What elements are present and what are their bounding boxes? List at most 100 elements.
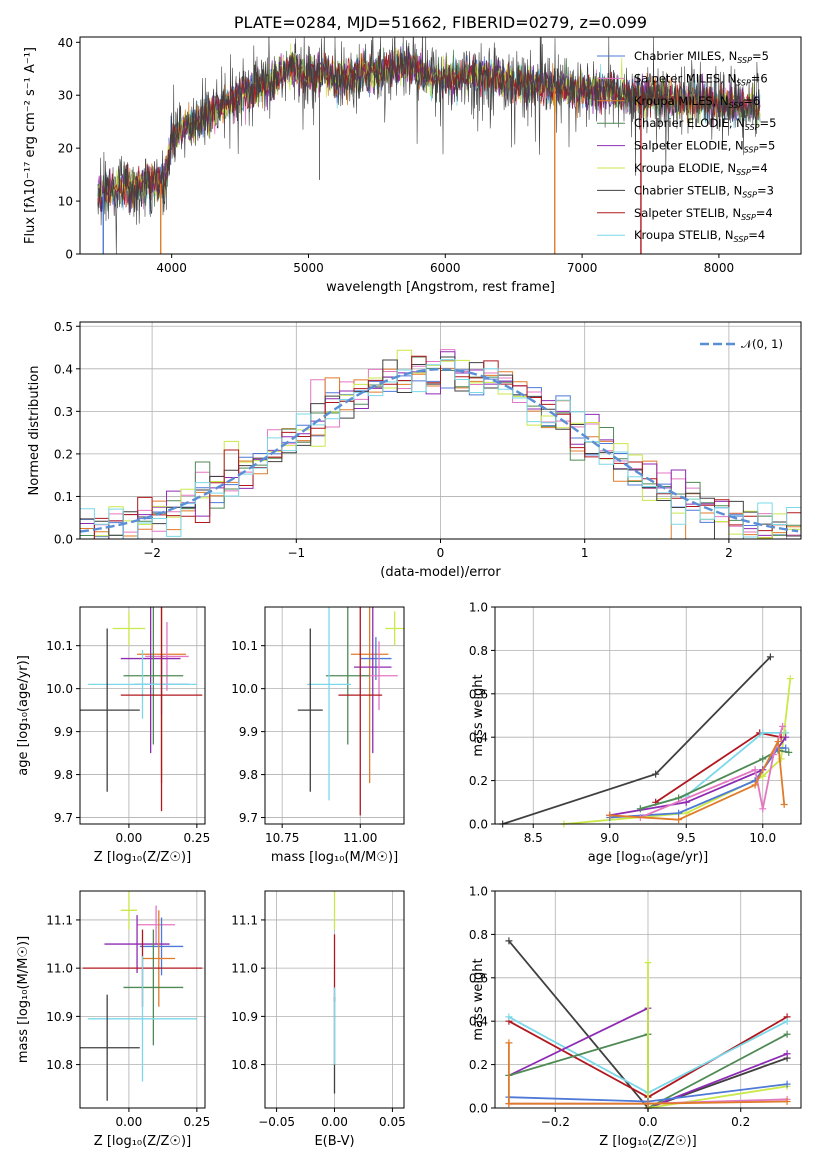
legend-suffix: =5 xyxy=(760,116,777,130)
weight-marker-chabrier-stelib xyxy=(652,770,660,778)
y-tick-label: 0.5 xyxy=(54,320,73,334)
y-tick-label: 11.1 xyxy=(231,913,258,927)
axes-frame xyxy=(79,36,802,255)
weight-line-kroupa-elodie xyxy=(647,962,788,1108)
legend-label: Kroupa MILES, N xyxy=(634,94,729,108)
histogram-salpeter-stelib xyxy=(80,355,801,539)
mass-weight-vs-age-panel: 8.5 9.0 9.5 10.0 0.0 0.2 0.4 0.6 0.8 1.0 age [log₁… xyxy=(469,601,802,865)
weight-marker-kroupa-elodie xyxy=(786,675,794,683)
legend-entry: Chabrier STELIB, NSSP=3 xyxy=(634,183,774,199)
legend-entry: Salpeter STELIB, NSSP=4 xyxy=(634,206,773,222)
y-tick-label: 11.0 xyxy=(231,962,258,976)
weight-marker-chabrier-elodie xyxy=(785,748,793,756)
weight-marker-salpeter-elodie xyxy=(782,733,790,741)
weight-marker-chabrier-stelib xyxy=(766,653,774,661)
y-tick-label: 1.0 xyxy=(469,885,488,899)
y-tick-label: 9.8 xyxy=(239,768,258,782)
x-tick-label: 9.0 xyxy=(600,831,619,845)
y-tick-label: 10 xyxy=(58,195,73,209)
y-tick-label: 0.0 xyxy=(469,1102,488,1116)
x-tick-label: 1 xyxy=(581,546,589,560)
y-tick-label: 0.0 xyxy=(469,818,488,832)
x-tick-label: 2 xyxy=(725,546,733,560)
x-tick-label: 8000 xyxy=(704,261,735,275)
legend-suffix: =4 xyxy=(748,228,765,242)
y-tick-label: 0.4 xyxy=(469,731,488,745)
weight-marker-kroupa-elodie xyxy=(777,755,785,763)
weight-marker-salpeter-miles xyxy=(751,766,759,774)
x-tick-label: 11.00 xyxy=(343,831,377,845)
weight-marker-salpeter-miles xyxy=(779,722,787,730)
x-tick-label: 0.00 xyxy=(116,831,143,845)
legend-sub: SSP xyxy=(741,213,756,222)
y-tick-label: 9.9 xyxy=(239,725,258,739)
x-tick-label: 0.0 xyxy=(638,1115,657,1129)
legend-suffix: =6 xyxy=(751,71,768,85)
weight-marker-kroupa-stelib xyxy=(783,1017,791,1025)
x-tick-label: −1 xyxy=(287,546,305,560)
weight-marker-kroupa-miles xyxy=(675,816,683,824)
y-tick-label: 0.2 xyxy=(469,774,488,788)
y-axis-label: mass [log₁₀(M/M☉)] xyxy=(16,936,31,1063)
age-vs-metallicity-panel: 0.00 0.25 9.7 9.8 9.9 10.0 10.1 Z [log₁₀(Z/Z☉)]… xyxy=(16,606,210,865)
y-tick-label: 1.0 xyxy=(469,601,488,615)
legend-suffix: =4 xyxy=(756,206,773,220)
histogram-salpeter-elodie xyxy=(80,351,801,539)
weight-marker-kroupa-miles xyxy=(505,1100,513,1108)
legend-sub: SSP xyxy=(729,101,744,110)
y-tick-label: 0.8 xyxy=(469,928,488,942)
x-tick-label: 10.75 xyxy=(265,831,299,845)
legend-label: Salpeter MILES, N xyxy=(634,71,736,85)
y-tick-label: 0 xyxy=(65,248,73,262)
weight-marker-kroupa-miles xyxy=(774,738,782,746)
weight-line-kroupa-miles xyxy=(508,1042,788,1105)
y-axis-label: mass weight xyxy=(471,674,486,756)
weight-marker-kroupa-miles xyxy=(751,781,759,789)
weight-marker-kroupa-stelib xyxy=(759,729,767,737)
legend-entry: Chabrier ELODIE, NSSP=5 xyxy=(634,116,776,132)
mass-weight-vs-metallicity-panel: −0.2 0.0 0.2 0.0 0.2 0.4 0.6 0.8 1.0 Z [log₁₀(Z/Z… xyxy=(469,885,802,1149)
axes-frame xyxy=(264,606,405,825)
weight-marker-chabrier-miles xyxy=(782,744,790,752)
legend-label: Chabrier ELODIE, N xyxy=(634,116,745,130)
x-tick-label: 4000 xyxy=(156,261,187,275)
legend-entry: Kroupa STELIB, NSSP=4 xyxy=(634,228,765,244)
y-tick-label: 10.0 xyxy=(231,682,258,696)
weight-marker-chabrier-elodie xyxy=(783,1030,791,1038)
y-tick-label: 0.8 xyxy=(469,644,488,658)
weight-marker-chabrier-miles xyxy=(675,809,683,817)
legend-entry: Kroupa ELODIE, NSSP=4 xyxy=(634,161,768,177)
mass-vs-reddening-panel: −0.05 0.00 0.05 10.8 10.9 11.0 11.1 E(B-V) xyxy=(231,890,406,1149)
legend-label: Kroupa ELODIE, N xyxy=(634,161,736,175)
legend-sub: SSP xyxy=(737,56,752,65)
legend-sub: SSP xyxy=(734,235,749,244)
y-tick-label: 11.1 xyxy=(46,913,73,927)
chart-title: PLATE=0284, MJD=51662, FIBERID=0279, z=0… xyxy=(234,13,647,32)
y-tick-label: 0.4 xyxy=(54,362,73,376)
x-tick-label: 8.5 xyxy=(524,831,543,845)
y-tick-label: 10.1 xyxy=(46,639,73,653)
y-tick-label: 0.4 xyxy=(469,1015,488,1029)
legend-suffix: =4 xyxy=(751,161,768,175)
legend-suffix: =6 xyxy=(743,94,760,108)
x-axis-label: Z [log₁₀(Z/Z☉)] xyxy=(94,1134,191,1149)
y-tick-label: 9.7 xyxy=(239,811,258,825)
x-tick-label: 5000 xyxy=(293,261,324,275)
y-tick-label: 40 xyxy=(58,36,73,50)
legend-sub: SSP xyxy=(742,190,757,199)
spectrum-line-chabrier-stelib xyxy=(97,37,761,254)
legend-label: Chabrier MILES, N xyxy=(634,49,737,63)
y-axis-label: age [log₁₀(age/yr)] xyxy=(16,655,31,776)
x-axis-label: age [log₁₀(age/yr)] xyxy=(588,850,709,865)
x-axis-label: (data-model)/error xyxy=(380,565,501,580)
weight-marker-salpeter-elodie xyxy=(783,1050,791,1058)
legend-sub: SSP xyxy=(736,168,751,177)
x-tick-label: 0.25 xyxy=(183,1115,210,1129)
weight-marker-kroupa-miles xyxy=(780,800,788,808)
weight-line-chabrier-stelib xyxy=(502,656,772,824)
mass-vs-metallicity-panel: 0.00 0.25 10.8 10.9 11.0 11.1 Z [log₁₀(Z/Z☉)] m… xyxy=(16,890,210,1149)
legend-label: Kroupa STELIB, N xyxy=(634,228,734,242)
y-tick-label: 9.9 xyxy=(54,725,73,739)
y-tick-label: 9.8 xyxy=(54,768,73,782)
